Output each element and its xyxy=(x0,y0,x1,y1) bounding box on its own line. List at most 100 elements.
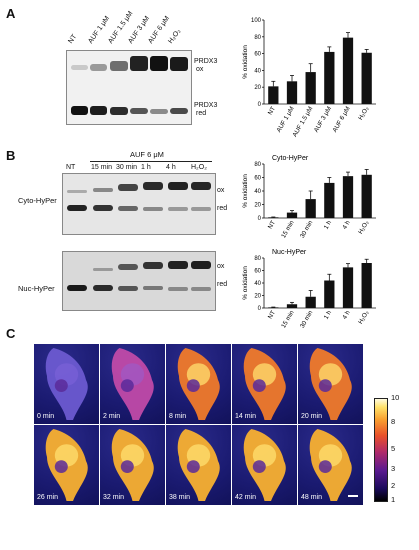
blot-band xyxy=(143,207,163,211)
cell-image xyxy=(309,429,352,501)
cell-image xyxy=(177,348,220,420)
frame-time-label: 38 min xyxy=(169,494,191,501)
y-tick-label: 60 xyxy=(254,52,261,58)
y-tick-label: 60 xyxy=(254,176,261,182)
bar xyxy=(268,217,279,218)
y-axis-label: % oxidation xyxy=(242,45,249,79)
timelapse-frame: 38 min xyxy=(166,425,231,505)
cyto-hyper-bar-chart: 0 20 40 60 80 % oxidation Cyto-HyPer NT 15 min 30… xyxy=(242,155,376,239)
bar xyxy=(361,263,372,308)
bar xyxy=(305,296,316,308)
treatment-line xyxy=(90,161,212,162)
chart-title: Nuc-HyPer xyxy=(272,249,307,256)
timelapse-frame: 2 min xyxy=(100,344,165,424)
x-tick-label: H₂O₂ xyxy=(357,105,371,121)
blot-band xyxy=(93,285,113,291)
label-line: red xyxy=(196,110,207,117)
timelapse-frame: 0 min xyxy=(34,344,99,424)
timelapse-frame: 42 min xyxy=(232,425,297,505)
y-tick-label: 0 xyxy=(258,216,262,222)
scale-bar xyxy=(348,495,358,497)
frame-time-label: 0 min xyxy=(37,413,55,420)
bar xyxy=(324,51,335,104)
cyto-hyper-blot xyxy=(62,173,216,235)
blot-band xyxy=(110,107,128,115)
nuc-hyper-bar-chart: 0 20 40 60 80 % oxidation Nuc-HyPer NT 15 min 30 … xyxy=(242,249,376,329)
blot-band xyxy=(150,109,168,114)
lane-label: NT xyxy=(66,164,76,171)
x-tick-label: 1 h xyxy=(323,219,334,231)
bar xyxy=(342,176,354,218)
blot-band xyxy=(118,206,138,211)
blot-band xyxy=(168,207,188,211)
y-tick-label: 40 xyxy=(254,68,261,74)
frame-time-label: 8 min xyxy=(169,413,187,420)
blot-band xyxy=(118,286,138,291)
timelapse-frame: 32 min xyxy=(100,425,165,505)
blot-band xyxy=(191,287,211,291)
bar xyxy=(342,267,354,308)
y-tick-label: 40 xyxy=(254,189,261,195)
cyto-hyper-label: Cyto-HyPer xyxy=(18,196,57,205)
nuc-hyper-label: Nuc-HyPer xyxy=(18,284,55,293)
cell-image xyxy=(243,348,286,420)
cell-image xyxy=(111,348,154,420)
panel-b-letter: B xyxy=(6,148,16,163)
blot-band xyxy=(143,286,163,290)
frame-time-label: 32 min xyxy=(103,494,125,501)
frame-time-label: 48 min xyxy=(301,494,323,501)
timelapse-frame: 26 min xyxy=(34,425,99,505)
timelapse-frame: 20 min xyxy=(298,344,363,424)
cell-image xyxy=(243,429,286,501)
blot-band xyxy=(143,182,163,190)
x-tick-label: NT xyxy=(267,105,277,116)
y-tick-label: 20 xyxy=(254,294,261,300)
y-tick-label: 100 xyxy=(251,18,262,24)
lane-label: NT xyxy=(67,33,79,45)
y-tick-label: 20 xyxy=(254,203,261,209)
bar xyxy=(324,280,335,308)
blot-band xyxy=(110,61,128,71)
blot-band xyxy=(168,261,188,269)
bar xyxy=(305,199,316,218)
blot-band xyxy=(168,182,188,190)
nuc-red-label: red xyxy=(217,281,228,288)
blot-band xyxy=(170,57,188,71)
x-tick-label: 4 h xyxy=(341,309,352,321)
bar xyxy=(286,304,298,308)
panel-c-letter: C xyxy=(6,326,16,341)
treatment-label: AUF 6 μM xyxy=(130,150,164,159)
x-tick-label: NT xyxy=(267,309,277,320)
bar xyxy=(361,174,372,218)
bar xyxy=(286,212,298,218)
blot-band xyxy=(130,108,148,114)
colorbar-tick-label: 8 xyxy=(391,417,396,427)
prdx3-ox-label: PRDX3 ox xyxy=(194,58,217,74)
cell-image xyxy=(45,429,88,501)
x-tick-label: H₂O₂ xyxy=(357,219,371,235)
panel-a-letter: A xyxy=(6,6,16,21)
blot-band xyxy=(93,268,113,271)
nuc-hyper-blot xyxy=(62,251,216,311)
blot-band xyxy=(170,108,188,114)
y-tick-label: 80 xyxy=(254,35,261,41)
blot-band xyxy=(118,264,138,270)
colorbar-tick-label: 10 xyxy=(391,393,400,402)
blot-band xyxy=(130,56,148,71)
label-line: PRDX3 xyxy=(194,102,218,109)
bar xyxy=(324,182,335,218)
blot-band xyxy=(168,287,188,291)
timelapse-frame: 8 min xyxy=(166,344,231,424)
y-tick-label: 80 xyxy=(254,162,261,168)
y-tick-label: 0 xyxy=(258,102,262,108)
lane-label: 1 h xyxy=(141,164,151,171)
timelapse-image-grid: 0 min 2 min 8 min 14 min 20 min 26 xyxy=(34,344,364,506)
y-tick-label: 80 xyxy=(254,256,261,262)
bar xyxy=(286,81,298,104)
blot-band xyxy=(67,205,87,211)
label-line: ox xyxy=(196,66,204,73)
x-tick-label: 30 min xyxy=(299,219,315,239)
x-tick-label: AUF 6 μM xyxy=(331,106,351,134)
blot-band xyxy=(150,56,168,71)
blot-band xyxy=(143,262,163,269)
